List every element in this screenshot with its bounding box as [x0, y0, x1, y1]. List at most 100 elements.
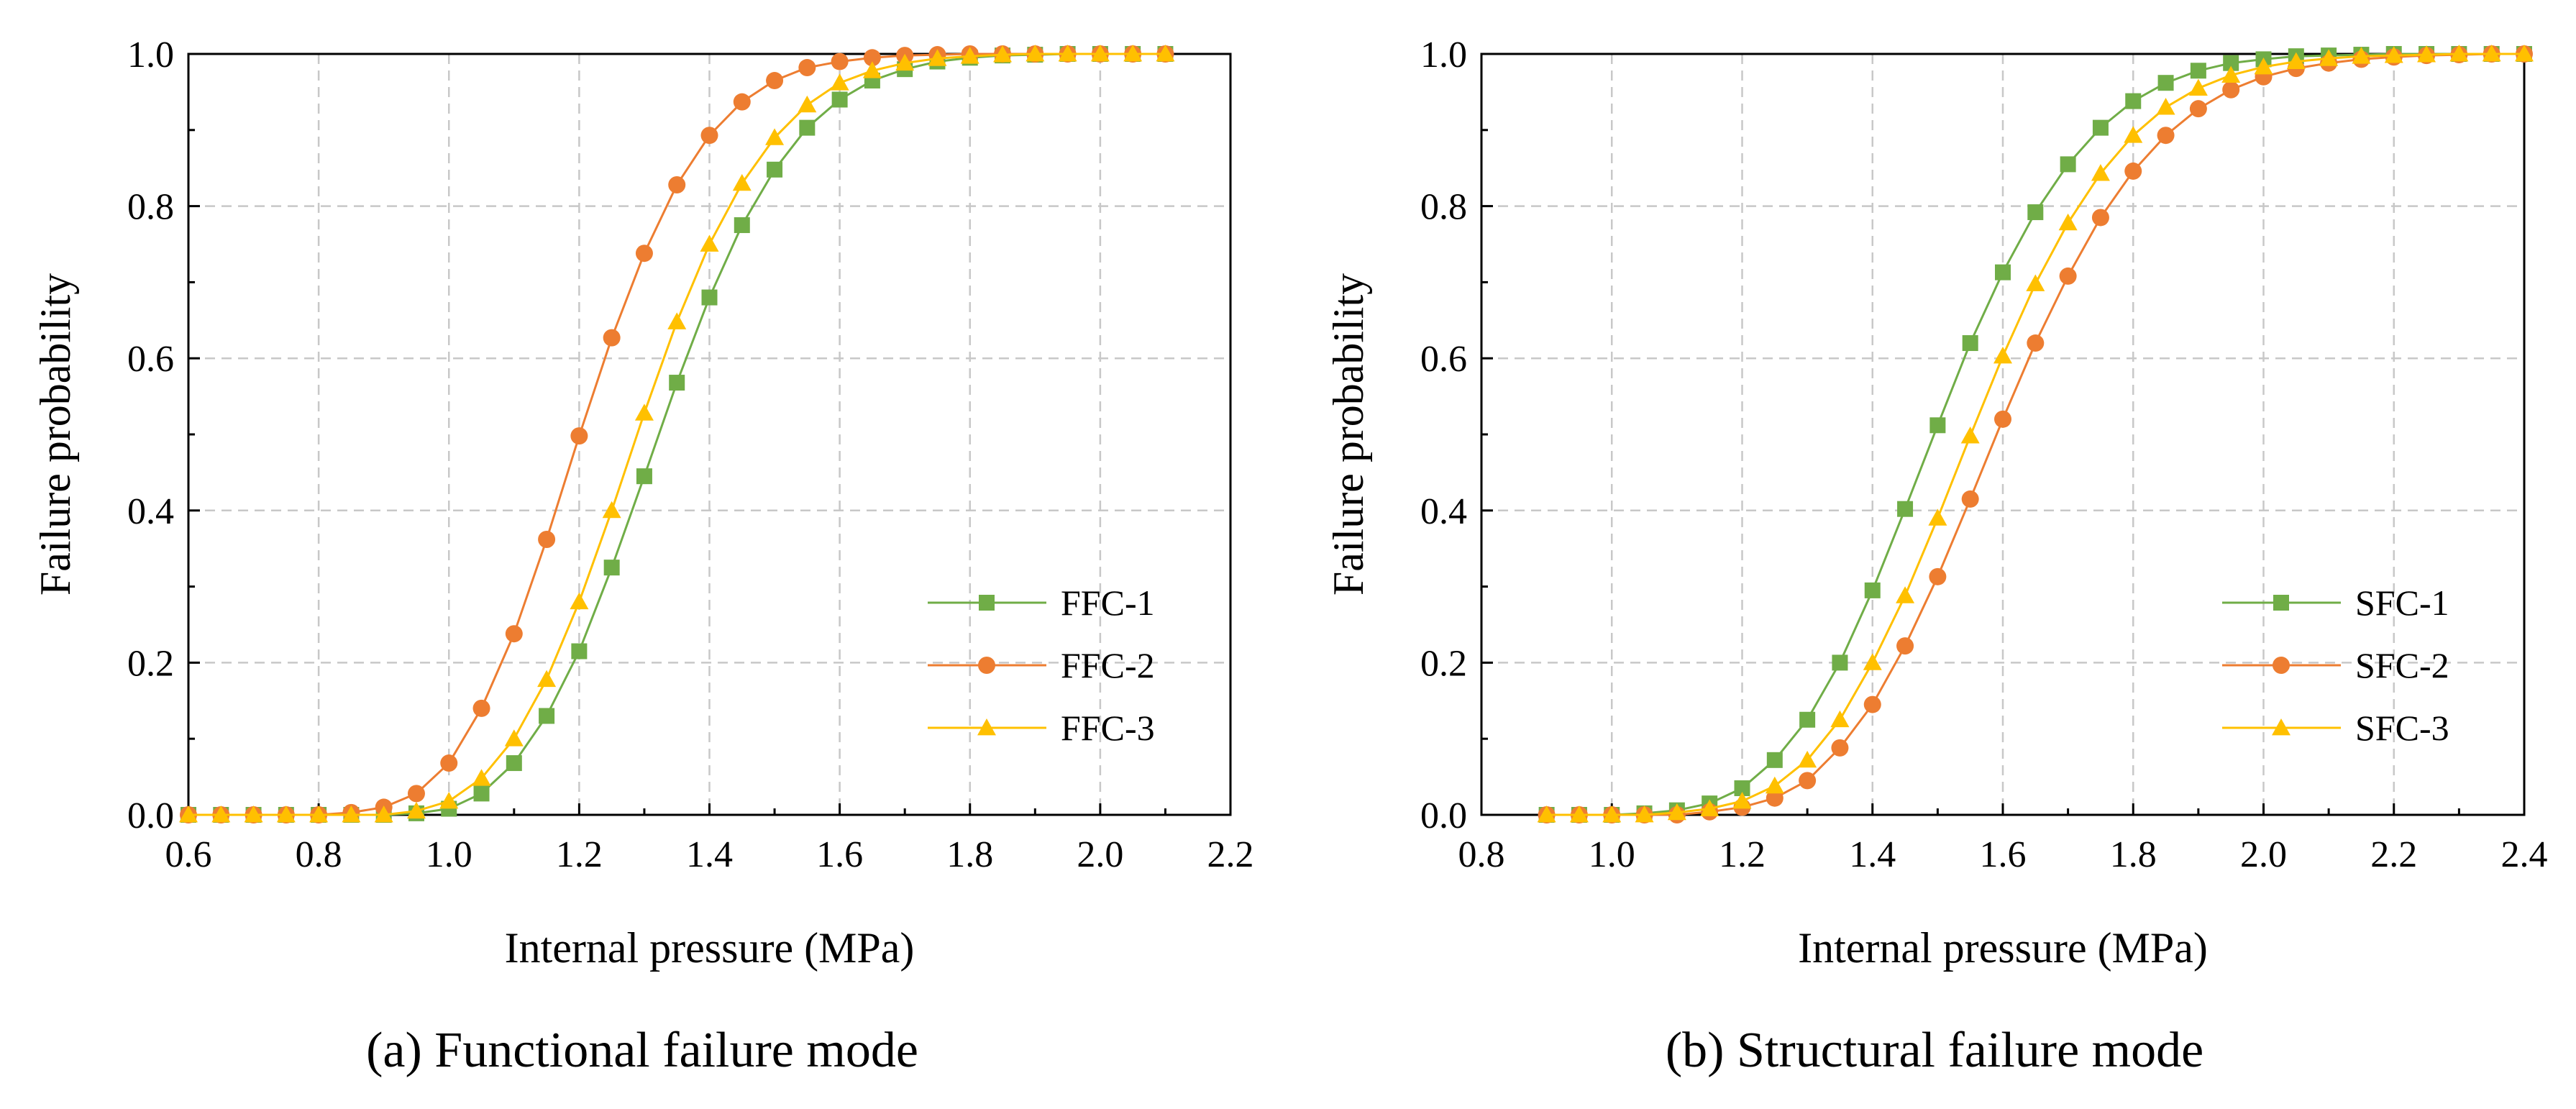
chart-1-series-0-point: [1766, 752, 1783, 768]
chart-1-series-2-point: [1960, 426, 1980, 444]
chart-0-series-0-point: [473, 785, 490, 802]
chart-0-ytick-label: 0.6: [127, 339, 174, 380]
chart-0-series-2-point: [276, 805, 296, 823]
chart-1-xtick-label: 1.8: [2110, 834, 2157, 875]
chart-1-xtick-label: 0.8: [1458, 834, 1505, 875]
chart-0-series-0-line: [188, 53, 1166, 816]
chart-0-series-0-point: [669, 375, 685, 391]
chart-0-series-0-point: [734, 217, 750, 234]
chart-0-series-2-point: [1058, 45, 1077, 62]
chart-0-ylabel: Failure probability: [32, 273, 79, 595]
chart-1-series-2-point: [1798, 750, 1817, 768]
chart-0-xtick-label: 1.0: [426, 834, 472, 875]
chart-1-ytick-label: 1.0: [1420, 35, 1467, 76]
chart-0-series-2-point: [537, 670, 557, 688]
chart-1-legend-marker-2: [2272, 718, 2290, 736]
chart-0-series-2-point: [895, 53, 915, 71]
chart-1-legend-label-1: SFC-2: [2355, 645, 2449, 685]
chart-0-series-1-point: [700, 127, 718, 145]
chart-0-series-1-point: [668, 175, 686, 193]
chart-1-legend-label-0: SFC-1: [2355, 583, 2449, 623]
chart-1-series-0-point: [1799, 711, 1816, 728]
chart-0-ytick-label: 0.2: [127, 643, 174, 684]
chart-1-series-2-point: [2319, 49, 2339, 66]
chart-1-legend-label-2: SFC-3: [2355, 708, 2449, 748]
chart-1-series-1-point: [2157, 127, 2175, 145]
chart-0-series-2-point: [667, 312, 687, 329]
chart-0-xtick-label: 1.8: [946, 834, 993, 875]
chart-0-series-1-point: [570, 427, 588, 445]
chart-1-series-0-point: [2092, 119, 2109, 136]
chart-1-series-0-point: [1897, 501, 1914, 517]
chart-1-series-2-point: [2188, 78, 2208, 96]
chart-1-series-1: [1538, 45, 2533, 823]
chart-0-legend-marker-1: [978, 657, 995, 674]
chart-1-ylabel: Failure probability: [1325, 273, 1372, 595]
chart-0-legend-marker-2: [977, 718, 996, 736]
chart-0-legend-label-1: FFC-2: [1061, 645, 1155, 685]
chart-0-series-1-point: [538, 531, 556, 549]
chart-1-ytick-label: 0.4: [1420, 491, 1467, 532]
chart-1-series-1-point: [2124, 162, 2142, 180]
chart-1-series-1-line: [1546, 53, 2524, 816]
chart-0-series-2-point: [928, 49, 947, 66]
chart-0-legend-label-0: FFC-1: [1061, 583, 1155, 623]
chart-0-series-0-point: [799, 119, 816, 136]
chart-0-ytick-label: 0.8: [127, 187, 174, 228]
chart-0-series-0-point: [603, 560, 620, 576]
chart-1-legend-marker-0: [2273, 595, 2289, 611]
chart-1-series-0-line: [1546, 53, 2524, 816]
chart-1-series-0-point: [1962, 335, 1978, 352]
chart-1-series-2-point: [1928, 508, 1947, 526]
chart-1-series-0-point: [1734, 780, 1750, 796]
chart-0-legend: FFC-1 FFC-2 FFC-3: [928, 583, 1155, 748]
chart-0-series-1-line: [188, 53, 1166, 816]
chart-0-series-0: [181, 46, 1174, 823]
chart-1-series-0-point: [2190, 63, 2206, 79]
chart-1-series-2-point: [1700, 799, 1719, 816]
chart-0-series-2-line: [188, 53, 1166, 816]
chart-1-series-0-point: [1832, 654, 1848, 671]
chart-0-legend-marker-0: [979, 595, 995, 611]
chart-0-series-1-point: [863, 49, 881, 67]
chart-1-ytick-label: 0.0: [1420, 795, 1467, 836]
chart-0-series-0-point: [767, 161, 783, 178]
chart-1-series-2-point: [1732, 791, 1752, 809]
chart-0-series-2-point: [862, 61, 882, 78]
chart-0-series-2-point: [798, 95, 817, 113]
chart-0-xtick-label: 1.4: [686, 834, 733, 875]
chart-0-series-1-point: [798, 59, 816, 77]
chart-1-series-2-point: [1830, 710, 1850, 728]
chart-0-series-1-point: [440, 754, 458, 772]
chart-1-series-1-point: [1766, 789, 1783, 807]
chart-1-series-2-point: [1993, 347, 2012, 364]
chart-0-series-2-point: [765, 128, 785, 145]
chart-1-series-2-point: [1863, 653, 1882, 670]
chart-1-series-0-point: [2060, 156, 2076, 173]
chart-0-series-0-point: [506, 755, 522, 772]
chart-0-series-0-point: [831, 91, 848, 108]
chart-1-series-0-point: [1995, 264, 2011, 280]
chart-0-series-2-point: [1156, 45, 1175, 62]
chart-1-series-2-point: [1602, 805, 1622, 823]
chart-1-xtick-label: 1.2: [1719, 834, 1766, 875]
chart-0-series-2-point: [830, 73, 849, 91]
chart-0-series-2-point: [406, 801, 426, 819]
chart-1-series-2-point: [1569, 805, 1589, 823]
chart-0-series-2-point: [960, 47, 979, 64]
chart-1-series-2-point: [2449, 45, 2469, 62]
chart-0-xtick-label: 1.2: [556, 834, 603, 875]
chart-0-caption: (a) Functional failure mode: [366, 1023, 918, 1078]
chart-1-series-2-point: [2515, 45, 2534, 62]
chart-1-series-1-point: [1831, 739, 1849, 757]
chart-0-ytick-label: 1.0: [127, 35, 174, 76]
chart-1-legend-marker-1: [2273, 657, 2290, 674]
chart-0-series-2-point: [309, 805, 329, 823]
chart-1-xtick-label: 2.0: [2240, 834, 2287, 875]
chart-1-series-1-point: [2027, 334, 2045, 352]
chart-0-series-2-point: [570, 592, 589, 610]
chart-1-series-2-point: [1667, 803, 1686, 821]
chart-0-series-1-point: [505, 625, 523, 643]
chart-0-series-2: [179, 45, 1175, 823]
